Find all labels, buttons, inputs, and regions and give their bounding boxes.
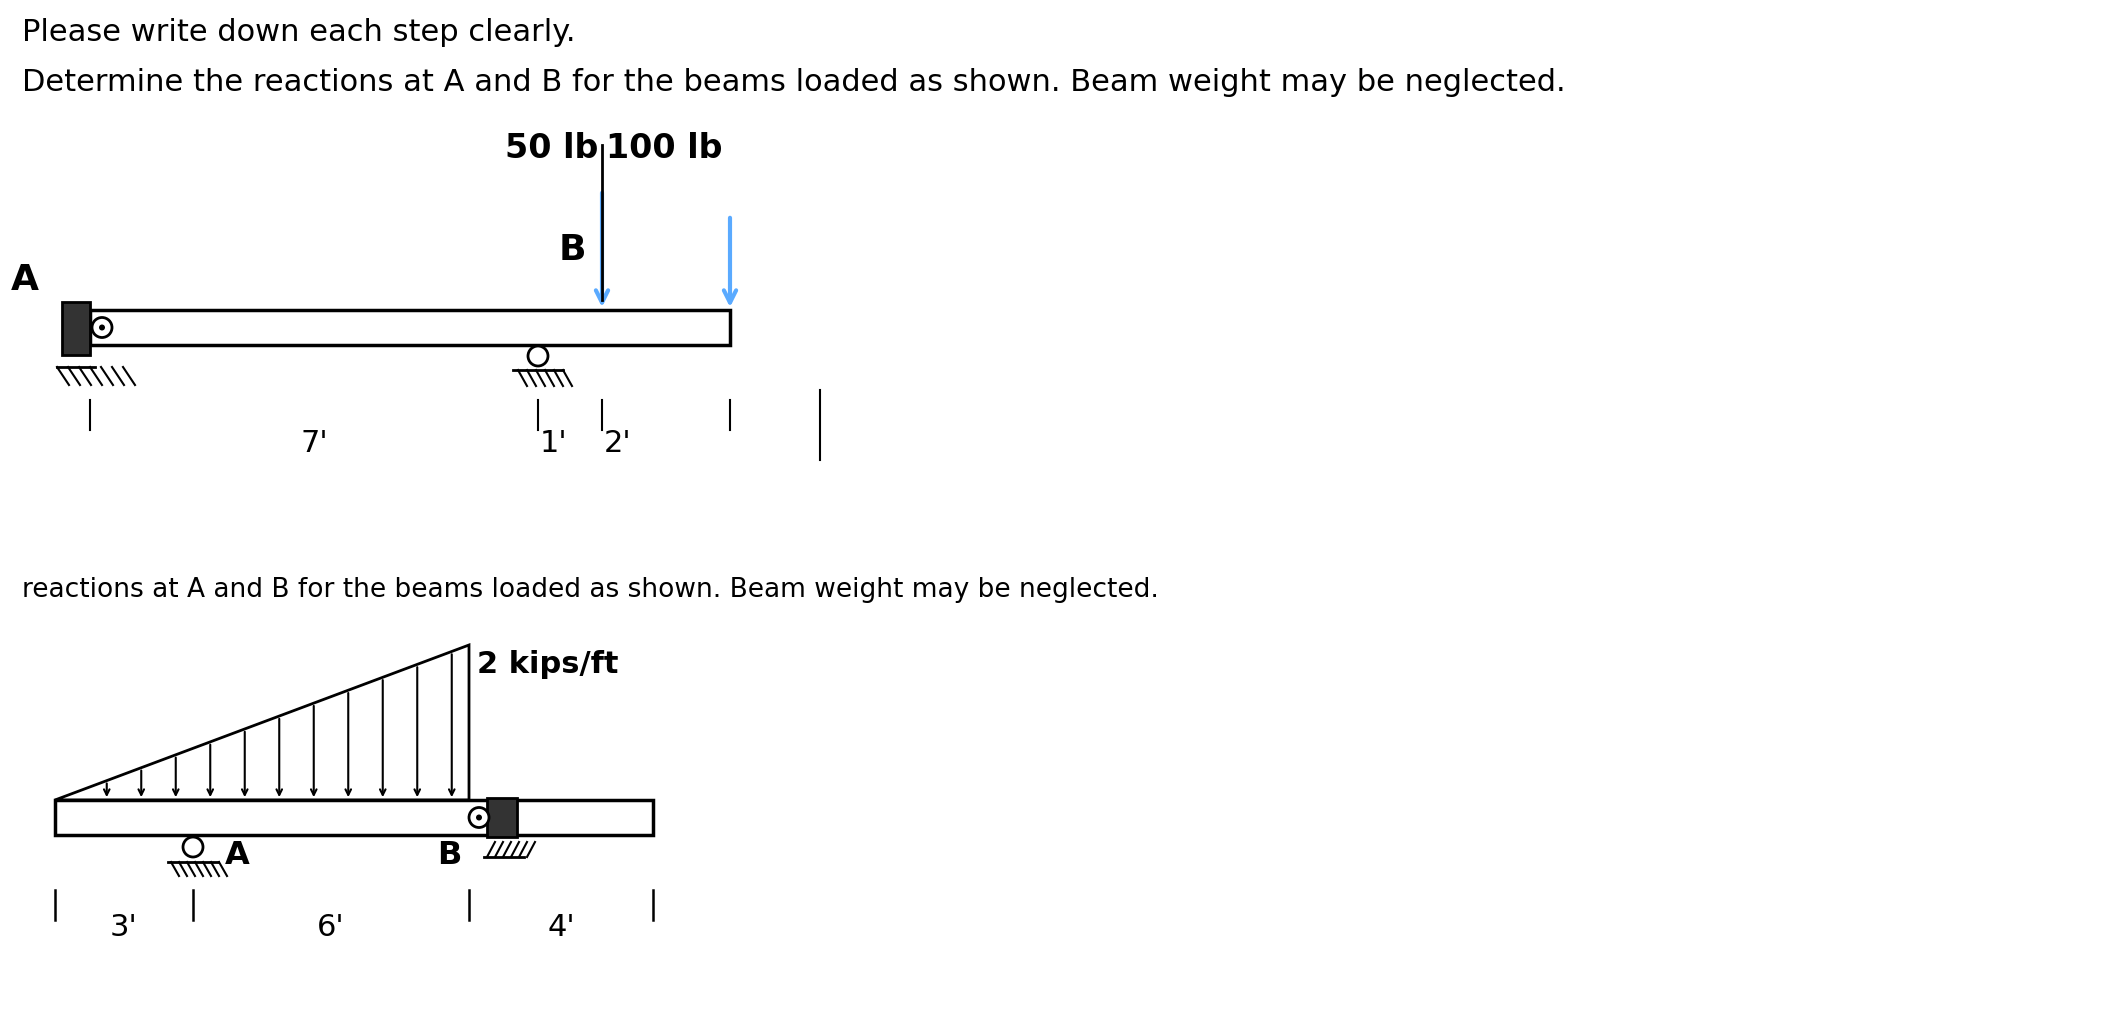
Circle shape — [93, 317, 112, 338]
Circle shape — [469, 807, 488, 828]
Text: reactions at A and B for the beams loaded as shown. Beam weight may be neglected: reactions at A and B for the beams loade… — [21, 577, 1159, 603]
Circle shape — [183, 837, 202, 857]
Text: 7': 7' — [301, 429, 328, 458]
Text: A: A — [225, 840, 250, 871]
Text: B: B — [438, 840, 461, 871]
Polygon shape — [486, 798, 518, 837]
Text: 100 lb: 100 lb — [606, 132, 722, 165]
Text: 50 lb: 50 lb — [505, 132, 598, 165]
Text: A: A — [11, 263, 40, 297]
Text: 6': 6' — [318, 914, 345, 943]
Text: 4': 4' — [547, 914, 574, 943]
Text: 3': 3' — [109, 914, 139, 943]
Polygon shape — [61, 303, 90, 355]
Text: Determine the reactions at A and B for the beams loaded as shown. Beam weight ma: Determine the reactions at A and B for t… — [21, 68, 1565, 97]
Circle shape — [528, 346, 547, 366]
Circle shape — [476, 814, 482, 821]
Text: 2 kips/ft: 2 kips/ft — [478, 650, 619, 679]
Text: Please write down each step clearly.: Please write down each step clearly. — [21, 18, 576, 47]
Polygon shape — [55, 800, 652, 835]
Circle shape — [99, 324, 105, 330]
Polygon shape — [90, 310, 730, 345]
Text: B: B — [558, 233, 585, 267]
Text: 2': 2' — [604, 429, 631, 458]
Text: 1': 1' — [541, 429, 568, 458]
